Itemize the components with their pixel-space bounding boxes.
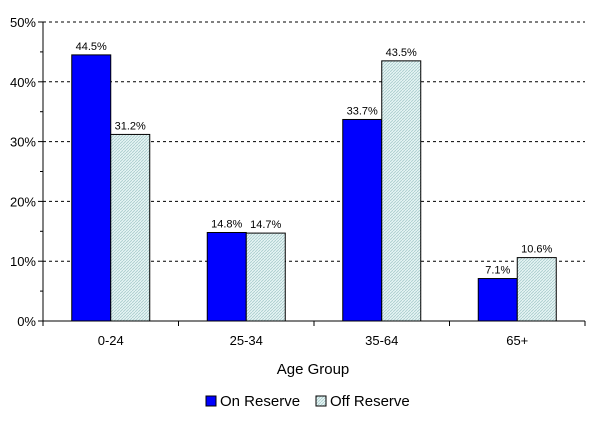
y-tick-label: 20%	[10, 194, 36, 209]
data-labels: 44.5% 14.8% 33.7% 7.1% 31.2% 14.7% 43.5% 10.6%	[76, 41, 553, 277]
y-tick-label: 40%	[10, 75, 36, 90]
bar-off-reserve	[245, 232, 286, 322]
bar-on-reserve	[477, 278, 518, 322]
x-axis-title: Age Group	[277, 361, 350, 378]
y-tick-label: 0%	[17, 314, 36, 329]
legend: On Reserve Off Reserve	[205, 393, 410, 410]
bar-off-reserve	[381, 60, 422, 322]
bar-off-reserve	[110, 133, 151, 322]
y-tick-label: 50%	[10, 15, 36, 30]
legend-label: On Reserve	[220, 393, 300, 410]
legend-swatch	[205, 395, 217, 407]
bar-on-reserve	[342, 118, 383, 322]
data-label: 44.5%	[76, 41, 107, 53]
data-label: 14.7%	[250, 219, 281, 231]
y-tick-label: 30%	[10, 135, 36, 150]
data-label: 7.1%	[485, 265, 510, 277]
x-tick-label: 0-24	[98, 333, 124, 348]
axes: 0% 10% 20% 30% 40% 50% 0-24 25-34 35-64 65+	[10, 15, 586, 348]
y-tick-label: 10%	[10, 254, 36, 269]
bar-on-reserve	[206, 231, 247, 322]
legend-label: Off Reserve	[330, 393, 410, 410]
data-label: 33.7%	[347, 105, 378, 117]
legend-swatch	[315, 395, 327, 407]
bar-on-reserve	[71, 54, 112, 322]
data-label: 43.5%	[386, 47, 417, 59]
bar-off-reserve	[516, 257, 557, 322]
data-label: 31.2%	[115, 120, 146, 132]
bars	[71, 54, 557, 322]
x-tick-label: 25-34	[230, 333, 263, 348]
x-tick-label: 65+	[506, 333, 528, 348]
x-tick-label: 35-64	[365, 333, 398, 348]
data-label: 10.6%	[521, 244, 552, 256]
data-label: 14.8%	[211, 218, 242, 230]
